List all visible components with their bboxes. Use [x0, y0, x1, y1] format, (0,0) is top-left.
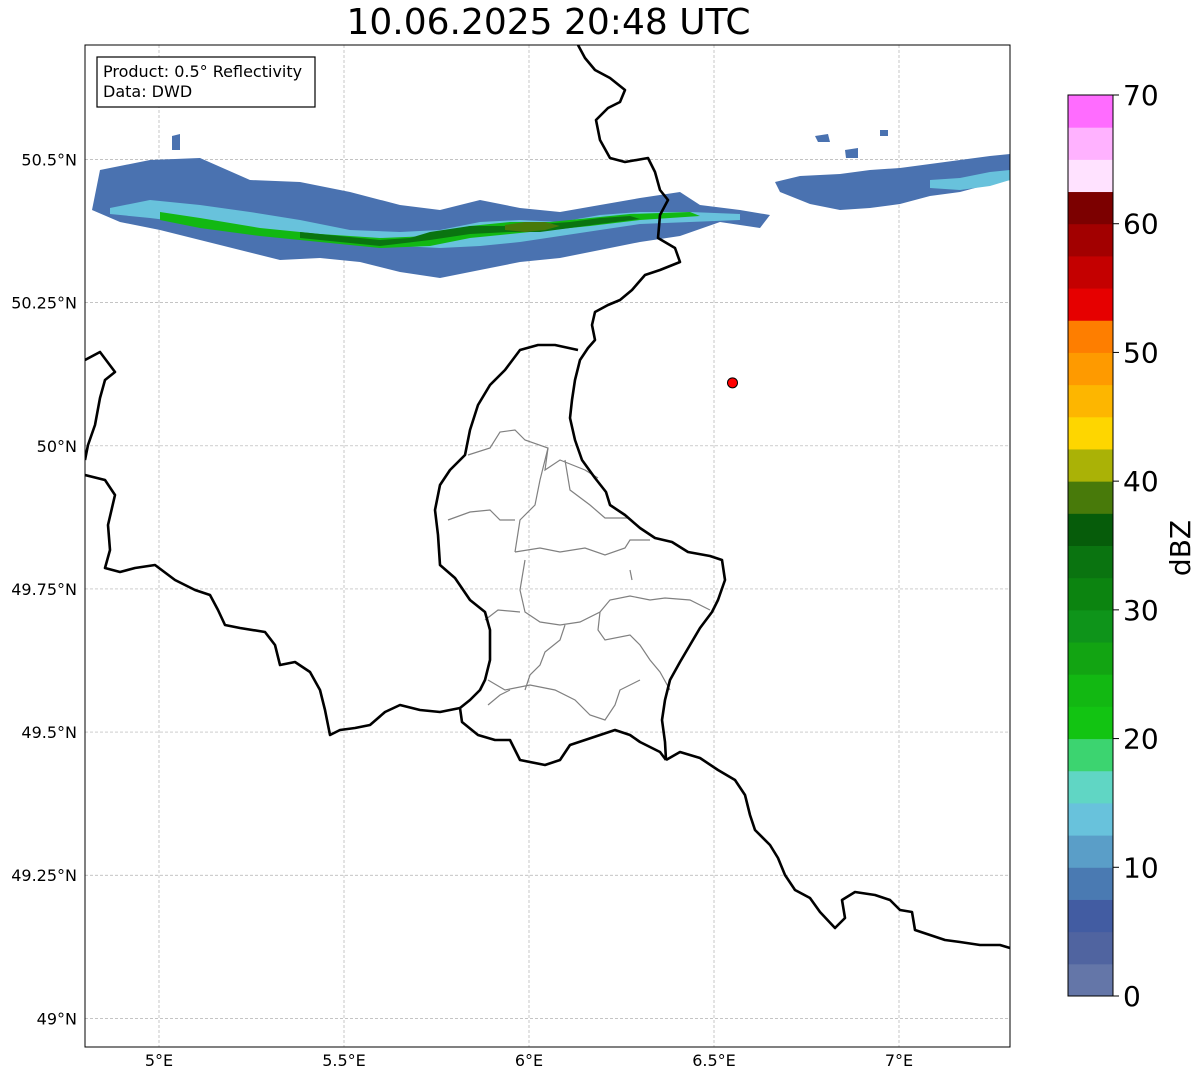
reflectivity-echoes	[92, 130, 1010, 278]
info-data-source: Data: DWD	[103, 82, 192, 101]
colorbar-tick-label: 20	[1123, 723, 1159, 756]
colorbar-segment	[1068, 481, 1113, 514]
colorbar-frame	[1067, 94, 1114, 997]
colorbar-tick-label: 10	[1123, 851, 1159, 884]
colorbar-tick-label: 60	[1123, 208, 1159, 241]
national-borders	[85, 45, 1010, 950]
lat-tick-label: 49.75°N	[11, 580, 77, 599]
colorbar-segment	[1068, 127, 1113, 160]
longitude-tick-labels: 5°E 5.5°E 6°E 6.5°E 7°E	[145, 1051, 913, 1070]
colorbar-segments	[1068, 95, 1113, 997]
echo-band-core-dark	[300, 216, 640, 246]
colorbar-segment	[1068, 320, 1113, 353]
colorbar-segment	[1068, 899, 1113, 933]
colorbar-segment	[1068, 255, 1113, 289]
colorbar-tick-label: 70	[1123, 79, 1159, 112]
colorbar-segment	[1068, 352, 1113, 386]
echo-band-east-light	[930, 170, 1010, 190]
info-box: Product: 0.5° Reflectivity Data: DWD	[96, 56, 316, 108]
colorbar-segment	[1068, 835, 1113, 868]
colorbar-segment	[1068, 963, 1113, 997]
echo-band-east	[775, 154, 1010, 210]
colorbar-segment	[1068, 223, 1113, 257]
info-product: Product: 0.5° Reflectivity	[103, 62, 302, 81]
colorbar-tick-label: 0	[1123, 980, 1141, 1013]
latitude-tick-labels: 50.5°N 50.25°N 50°N 49.75°N 49.5°N 49.25°N 49°…	[11, 151, 77, 1029]
colorbar-label: dBZ	[1164, 520, 1197, 576]
colorbar-segment	[1068, 448, 1113, 482]
colorbar-segment	[1068, 191, 1113, 225]
colorbar-segment	[1068, 416, 1113, 450]
colorbar-segment	[1068, 706, 1113, 740]
colorbar-segment	[1068, 577, 1113, 611]
lon-tick-label: 5°E	[145, 1051, 173, 1070]
echo-core-max	[505, 222, 560, 232]
lat-tick-label: 49.5°N	[21, 723, 77, 742]
echo-band-core-green	[160, 212, 700, 248]
colorbar-segment	[1068, 609, 1113, 643]
colorbar-segment	[1068, 674, 1113, 707]
colorbar-segment	[1068, 384, 1113, 418]
colorbar-segment	[1068, 513, 1113, 546]
colorbar-segment	[1068, 867, 1113, 900]
colorbar-segment	[1068, 738, 1113, 772]
colorbar-segment	[1068, 159, 1113, 193]
colorbar-segment	[1068, 95, 1113, 128]
colorbar-segment	[1068, 288, 1113, 321]
echo-band-west	[92, 158, 770, 278]
lon-tick-label: 5.5°E	[322, 1051, 366, 1070]
colorbar-ticks: 0 10 20 30 40 50 60 70	[1113, 79, 1159, 1013]
map-title: 10.06.2025 20:48 UTC	[346, 2, 751, 43]
lon-tick-label: 6.5°E	[692, 1051, 736, 1070]
colorbar-tick-label: 30	[1123, 594, 1159, 627]
lat-tick-label: 50.5°N	[21, 151, 77, 170]
colorbar-segment	[1068, 802, 1113, 836]
lat-tick-label: 49.25°N	[11, 866, 77, 885]
colorbar-segment	[1068, 642, 1113, 675]
colorbar-segment	[1068, 545, 1113, 579]
colorbar-tick-label: 40	[1123, 465, 1159, 498]
lat-tick-label: 49°N	[37, 1009, 77, 1028]
borders-layer	[85, 45, 1010, 950]
lat-tick-label: 50.25°N	[11, 294, 77, 313]
lon-tick-label: 7°E	[885, 1051, 913, 1070]
map-frame	[84, 44, 1011, 1048]
colorbar-segment	[1068, 770, 1113, 804]
lon-tick-label: 6°E	[515, 1051, 543, 1070]
colorbar-tick-label: 50	[1123, 336, 1159, 369]
lat-tick-label: 50°N	[37, 437, 77, 456]
district-boundaries	[447, 429, 711, 721]
radar-site-marker	[727, 377, 738, 389]
colorbar-segment	[1068, 931, 1113, 965]
